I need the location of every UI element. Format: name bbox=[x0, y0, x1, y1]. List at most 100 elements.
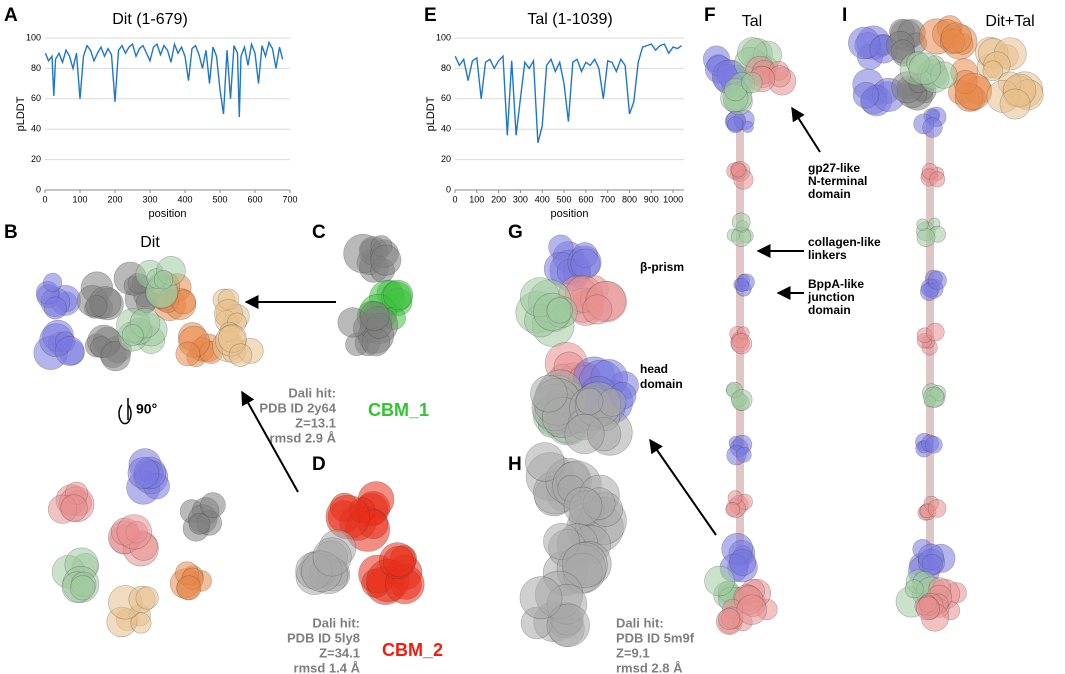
structure-blob bbox=[85, 295, 108, 318]
structure-blob bbox=[916, 218, 929, 231]
x-tick-label: 500 bbox=[557, 194, 572, 204]
structure-blob bbox=[43, 272, 63, 292]
structure-blob bbox=[923, 386, 945, 408]
structure-blob bbox=[563, 486, 603, 526]
structure-blob bbox=[927, 270, 947, 290]
structure-blob bbox=[922, 117, 943, 138]
dali-hit: Dali hit: bbox=[616, 615, 664, 630]
structure-blob bbox=[852, 81, 880, 109]
structure-blob bbox=[575, 387, 604, 416]
structure-blob bbox=[741, 71, 763, 94]
dali-hit: rmsd 1.4 Å bbox=[294, 660, 361, 674]
y-tick-label: 100 bbox=[436, 32, 451, 42]
structure-blob bbox=[116, 514, 152, 550]
y-tick-label: 0 bbox=[446, 184, 451, 194]
structure-blob bbox=[135, 586, 159, 610]
domain-label: domain bbox=[808, 303, 851, 317]
x-tick-label: 700 bbox=[282, 194, 297, 204]
structure-blob bbox=[359, 301, 390, 331]
structure-blob bbox=[927, 499, 947, 518]
structure-blob bbox=[741, 120, 754, 133]
panel-label: F bbox=[704, 5, 716, 26]
panel-label: H bbox=[508, 454, 522, 475]
structure-blob bbox=[736, 594, 767, 625]
dali-hit: PDB ID 5ly8 bbox=[287, 630, 360, 645]
domain-label: linkers bbox=[808, 248, 847, 262]
structure-blob bbox=[916, 228, 936, 247]
panel-label: B bbox=[4, 222, 18, 243]
structure-blob bbox=[730, 162, 746, 178]
x-tick-label: 800 bbox=[622, 194, 637, 204]
arrow bbox=[649, 438, 717, 536]
structure-blob bbox=[188, 512, 211, 535]
x-tick-label: 700 bbox=[600, 194, 615, 204]
cbm-label: CBM_1 bbox=[368, 400, 429, 420]
structure-blob bbox=[929, 171, 946, 188]
structure-blob bbox=[312, 537, 352, 577]
structure-blob bbox=[908, 52, 942, 85]
structure-title: Tal bbox=[742, 13, 762, 30]
y-tick-label: 80 bbox=[441, 63, 451, 73]
cbm-label: CBM_2 bbox=[382, 640, 443, 660]
panel-label: I bbox=[842, 5, 847, 26]
panel-label: D bbox=[312, 454, 326, 475]
x-tick-label: 100 bbox=[469, 194, 484, 204]
x-tick-label: 300 bbox=[142, 194, 157, 204]
arrow bbox=[791, 106, 821, 153]
dali-hit: Z=9.1 bbox=[616, 645, 650, 660]
structure-blob bbox=[925, 436, 943, 454]
x-tick-label: 0 bbox=[452, 194, 457, 204]
arrow bbox=[241, 390, 299, 493]
structure-blob bbox=[735, 446, 752, 463]
panel-label: C bbox=[312, 222, 326, 243]
y-axis-label: pLDDT bbox=[425, 96, 437, 131]
structure-blob bbox=[43, 296, 67, 320]
structure-title: Dit bbox=[140, 234, 160, 251]
structure-blob bbox=[530, 375, 568, 413]
structure-blob bbox=[999, 88, 1031, 120]
structure-blob bbox=[228, 343, 253, 367]
structure-blob bbox=[127, 457, 160, 489]
structure-blob bbox=[382, 545, 415, 578]
structure-blob bbox=[718, 607, 741, 631]
dali-hit: Dali hit: bbox=[312, 615, 360, 630]
x-tick-label: 600 bbox=[247, 194, 262, 204]
x-tick-label: 400 bbox=[177, 194, 192, 204]
x-tick-label: 600 bbox=[578, 194, 593, 204]
domain-label: head bbox=[640, 362, 668, 376]
x-tick-label: 1000 bbox=[663, 194, 683, 204]
y-tick-label: 40 bbox=[441, 124, 451, 134]
structure-blob bbox=[915, 596, 941, 621]
panel-label: G bbox=[508, 222, 523, 243]
x-tick-label: 100 bbox=[72, 194, 87, 204]
structure-blob bbox=[69, 575, 96, 601]
x-axis-label: position bbox=[551, 208, 589, 220]
domain-label: N-terminal bbox=[808, 174, 867, 188]
x-tick-label: 200 bbox=[491, 194, 506, 204]
structure-blob bbox=[564, 413, 605, 455]
x-tick-label: 500 bbox=[212, 194, 227, 204]
x-tick-label: 900 bbox=[644, 194, 659, 204]
line bbox=[454, 43, 683, 144]
line bbox=[44, 40, 284, 118]
y-tick-label: 40 bbox=[31, 124, 41, 134]
structure-blob bbox=[519, 576, 563, 620]
dali-hit: Z=13.1 bbox=[295, 415, 336, 430]
dali-hit: PDB ID 2y64 bbox=[259, 400, 336, 415]
structure-blob bbox=[731, 333, 753, 355]
y-tick-label: 60 bbox=[31, 93, 41, 103]
panel-label: A bbox=[4, 5, 18, 26]
rotation-icon bbox=[118, 398, 132, 425]
structure-blob bbox=[982, 60, 1004, 82]
domain-label: collagen-like bbox=[808, 235, 881, 249]
rotation-label: 90° bbox=[136, 401, 157, 417]
chart-title: Dit (1-679) bbox=[112, 11, 188, 28]
structure-blob bbox=[382, 279, 414, 311]
structure-blob bbox=[200, 492, 226, 518]
structure-blob bbox=[370, 244, 402, 276]
structure-blob bbox=[570, 248, 601, 279]
structure-blob bbox=[904, 579, 924, 599]
y-tick-label: 0 bbox=[36, 184, 41, 194]
structure-blob bbox=[726, 116, 744, 134]
